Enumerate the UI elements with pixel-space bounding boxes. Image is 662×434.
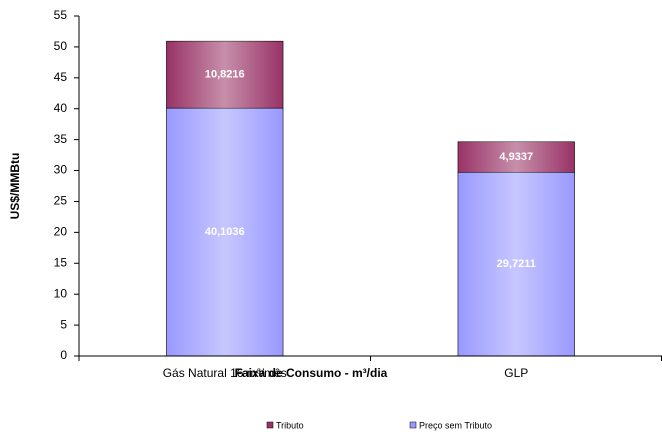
x-tick-label: Gás Natural 16 m³/mês — [163, 366, 287, 380]
value-label: 29,7211 — [497, 258, 536, 270]
legend-label: Tributo — [276, 420, 304, 430]
value-label: 4,9337 — [499, 151, 533, 163]
y-tick-label: 15 — [54, 255, 68, 269]
legend-swatch — [409, 421, 417, 429]
y-tick-label: 30 — [54, 163, 68, 177]
value-label: 40,1036 — [205, 226, 245, 238]
y-tick-label: 25 — [54, 194, 68, 208]
y-axis-title: US$/MMBtu — [8, 153, 22, 220]
value-label: 10,8216 — [205, 69, 245, 81]
y-tick-label: 0 — [60, 348, 67, 362]
y-tick-label: 45 — [54, 70, 68, 84]
x-axis-title: Faixa de Consumo - m³/dia — [235, 366, 388, 380]
y-tick-label: 5 — [60, 317, 67, 331]
y-tick-label: 35 — [54, 132, 68, 146]
y-tick-label: 10 — [54, 286, 68, 300]
y-tick-label: 20 — [54, 225, 68, 239]
y-tick-label: 55 — [54, 8, 68, 22]
y-tick-label: 50 — [54, 39, 68, 53]
legend-swatch — [266, 421, 274, 429]
x-tick-label: GLP — [504, 366, 528, 380]
y-tick-label: 40 — [54, 101, 68, 115]
legend-label: Preço sem Tributo — [419, 420, 492, 430]
